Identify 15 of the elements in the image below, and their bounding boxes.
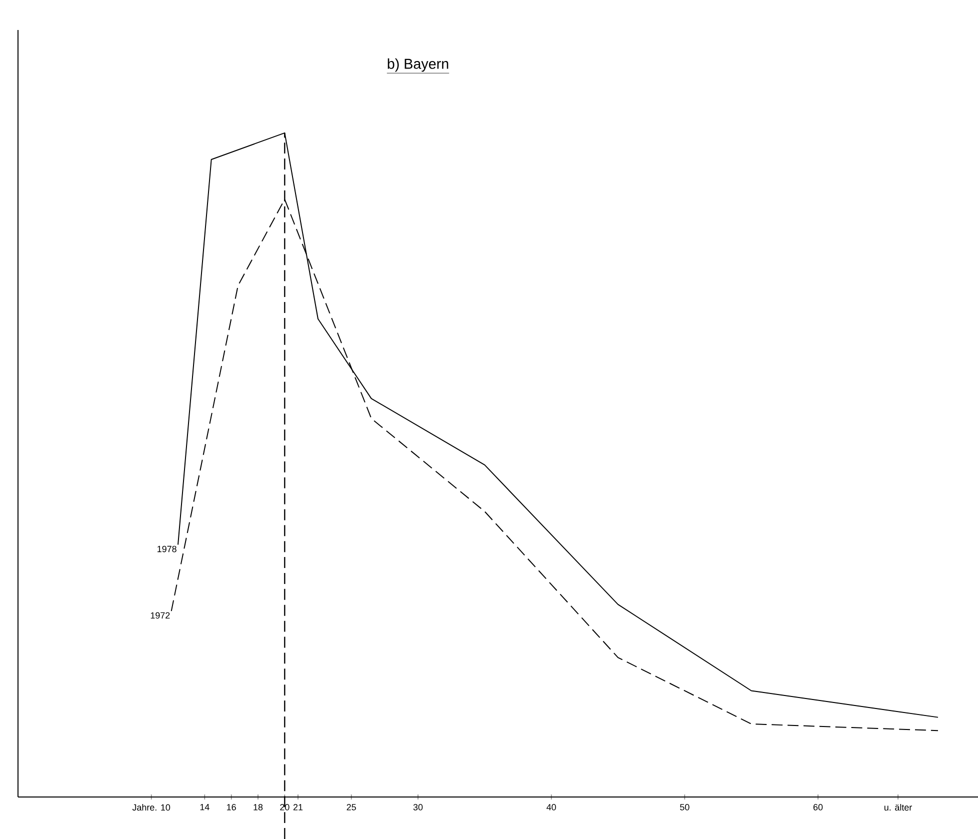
series-label: 1978 — [158, 546, 176, 552]
x-tick-label: 20 — [280, 804, 290, 810]
x-tick-label: 60 — [813, 804, 823, 810]
x-tick-label: 25 — [346, 804, 356, 810]
x-tick-label: Jahre. 10 — [132, 804, 170, 811]
x-tick-label: 40 — [546, 804, 556, 810]
x-tick-label: 14 — [200, 804, 210, 810]
x-tick-label: 16 — [227, 804, 236, 810]
x-tick-label: 18 — [254, 804, 263, 810]
x-tick-label: 21 — [293, 804, 303, 810]
chart-title: b) Bayern — [388, 58, 448, 72]
series-label: 1972 — [150, 612, 170, 619]
x-tick-label: 50 — [680, 804, 690, 810]
x-tick-label: 30 — [413, 804, 423, 810]
x-tick-label: u. älter — [884, 804, 912, 811]
